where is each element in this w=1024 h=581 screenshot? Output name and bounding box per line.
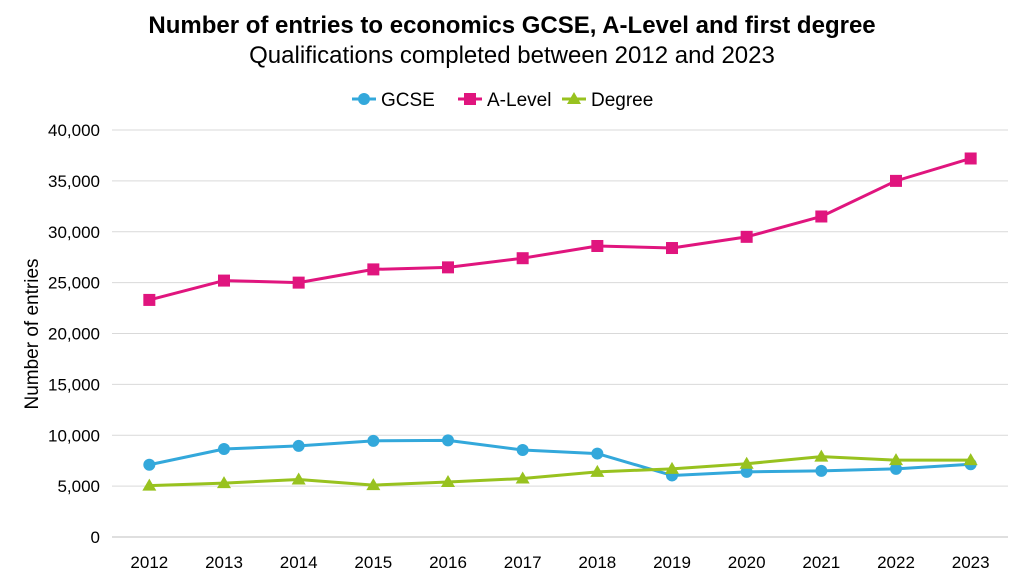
x-tick-label: 2022 bbox=[877, 553, 915, 572]
data-point-degree bbox=[814, 449, 829, 462]
y-tick-label: 40,000 bbox=[48, 121, 100, 140]
legend-label: A-Level bbox=[487, 90, 551, 111]
x-axis-ticks: 2012 2013 2014 2015 2016 2017 2018 2019 2020 2021… bbox=[130, 553, 989, 572]
series-degree bbox=[142, 449, 978, 491]
series-line-a-level bbox=[148, 157, 972, 302]
data-point-a-level bbox=[442, 261, 454, 274]
y-tick-label: 25,000 bbox=[48, 274, 100, 293]
data-point-gcse bbox=[890, 462, 902, 475]
x-tick-label: 2012 bbox=[130, 553, 168, 572]
y-tick-label: 5,000 bbox=[57, 477, 100, 496]
x-tick-label: 2023 bbox=[952, 553, 990, 572]
data-point-degree bbox=[515, 471, 530, 484]
data-point-gcse bbox=[442, 434, 454, 447]
data-point-a-level bbox=[292, 276, 305, 289]
data-point-a-level bbox=[890, 174, 902, 187]
x-tick-label: 2016 bbox=[429, 553, 467, 572]
legend-marker bbox=[464, 93, 476, 105]
legend-item-a-level: A-Level bbox=[458, 90, 551, 111]
chart-title: Number of entries to economics GCSE, A-L… bbox=[148, 12, 876, 39]
x-tick-label: 2015 bbox=[354, 553, 392, 572]
y-tick-label: 35,000 bbox=[48, 172, 100, 191]
data-point-degree bbox=[291, 472, 306, 485]
y-tick-label: 15,000 bbox=[48, 375, 100, 394]
data-point-a-level bbox=[367, 263, 380, 276]
series-group bbox=[142, 152, 978, 491]
legend-marker bbox=[567, 92, 581, 104]
y-axis-ticks: 0 5,000 10,000 15,000 20,000 25,000 30,000 35,0… bbox=[48, 121, 100, 547]
x-tick-label: 2021 bbox=[802, 553, 840, 572]
series-line-gcse bbox=[149, 438, 971, 477]
x-tick-label: 2013 bbox=[205, 553, 243, 572]
legend-label: GCSE bbox=[381, 90, 435, 111]
data-point-a-level bbox=[516, 252, 529, 265]
data-point-degree bbox=[665, 461, 679, 474]
y-tick-label: 20,000 bbox=[48, 325, 100, 344]
series-gcse bbox=[143, 434, 977, 482]
data-point-a-level bbox=[218, 274, 230, 287]
x-tick-label: 2019 bbox=[653, 553, 691, 572]
y-tick-label: 30,000 bbox=[48, 223, 100, 242]
legend-marker bbox=[358, 93, 370, 105]
data-point-gcse bbox=[143, 458, 156, 471]
x-tick-label: 2020 bbox=[728, 553, 766, 572]
data-point-gcse bbox=[591, 447, 604, 460]
data-point-a-level bbox=[591, 239, 604, 252]
data-point-a-level bbox=[143, 293, 156, 306]
data-point-a-level bbox=[740, 230, 753, 243]
x-tick-label: 2014 bbox=[280, 553, 318, 572]
data-point-gcse bbox=[292, 439, 305, 452]
legend-label: Degree bbox=[591, 90, 653, 111]
data-point-a-level bbox=[666, 242, 678, 255]
data-point-a-level bbox=[815, 210, 828, 223]
y-tick-label: 10,000 bbox=[48, 426, 100, 445]
legend-item-gcse: GCSE bbox=[352, 90, 435, 111]
data-point-degree bbox=[963, 453, 978, 466]
data-point-gcse bbox=[367, 434, 380, 447]
data-point-degree bbox=[217, 476, 231, 489]
series-a-level bbox=[143, 152, 977, 306]
chart-subtitle: Qualifications completed between 2012 an… bbox=[249, 42, 775, 69]
data-point-gcse bbox=[516, 444, 529, 457]
y-tick-label: 0 bbox=[91, 528, 100, 547]
data-point-gcse bbox=[740, 465, 753, 478]
x-tick-label: 2018 bbox=[578, 553, 616, 572]
data-point-degree bbox=[739, 456, 754, 469]
data-point-degree bbox=[142, 478, 157, 491]
data-point-degree bbox=[366, 478, 381, 491]
data-point-gcse bbox=[218, 442, 230, 455]
series-line-degree bbox=[149, 455, 971, 488]
y-axis-label: Number of entries bbox=[22, 258, 43, 409]
legend: GCSE A-Level Degree bbox=[352, 90, 653, 111]
data-point-gcse bbox=[815, 464, 828, 477]
data-point-degree bbox=[889, 453, 903, 466]
data-point-degree bbox=[590, 464, 605, 477]
data-point-a-level bbox=[964, 152, 977, 165]
x-tick-label: 2017 bbox=[504, 553, 542, 572]
legend-item-degree: Degree bbox=[562, 90, 653, 111]
data-point-degree bbox=[441, 475, 455, 488]
